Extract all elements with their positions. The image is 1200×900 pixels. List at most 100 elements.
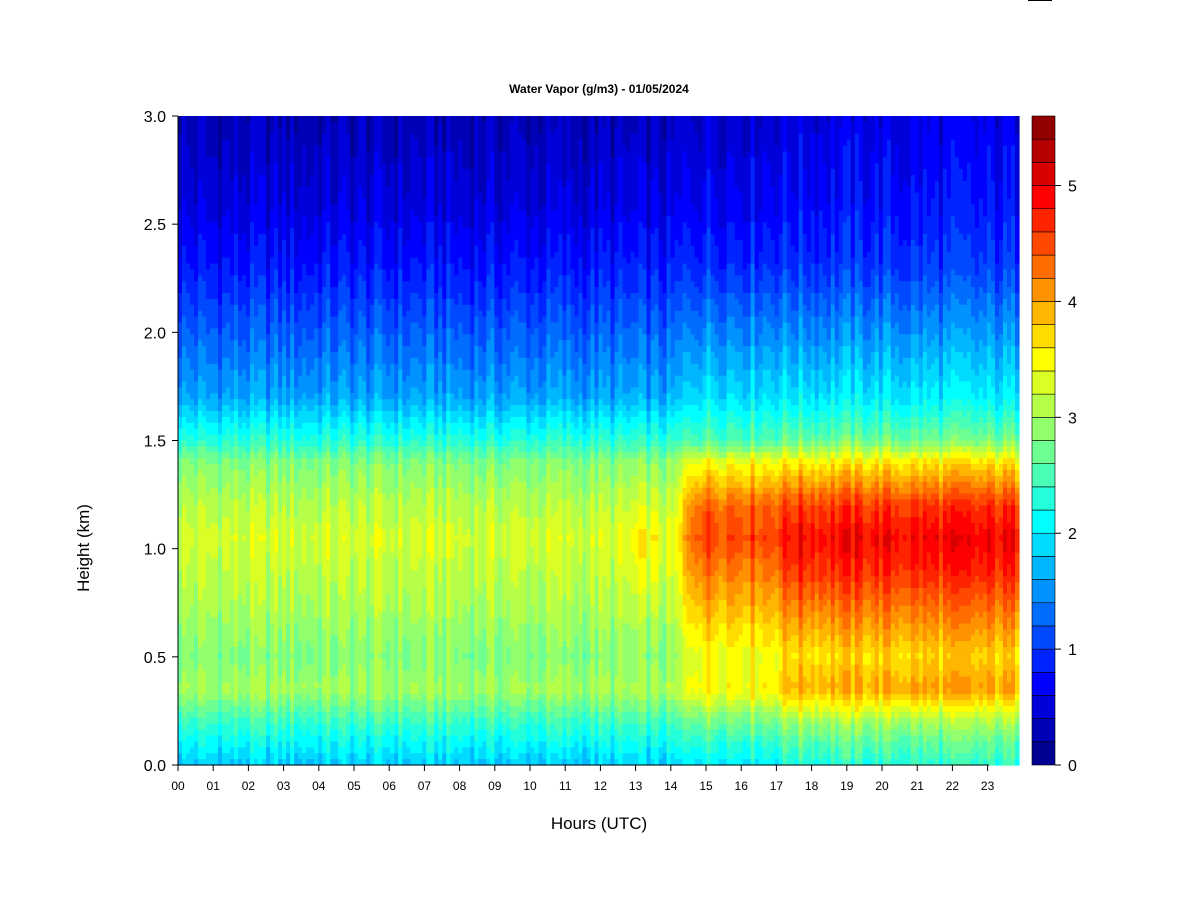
heatmap-cell <box>306 299 311 306</box>
heatmap-cell <box>294 718 299 725</box>
heatmap-cell <box>194 317 199 324</box>
heatmap-cell <box>330 458 335 465</box>
heatmap-cell <box>302 128 307 135</box>
heatmap-cell <box>194 576 199 583</box>
heatmap-cell <box>298 405 303 412</box>
heatmap-cell <box>254 470 259 477</box>
heatmap-cell <box>334 736 339 743</box>
heatmap-cell <box>250 187 255 194</box>
heatmap-cell <box>222 500 227 507</box>
heatmap-cell <box>182 387 187 394</box>
heatmap-cell <box>274 635 279 642</box>
heatmap-cell <box>198 588 203 595</box>
heatmap-cell <box>210 393 215 400</box>
heatmap-cell <box>262 753 267 760</box>
heatmap-cell <box>250 157 255 164</box>
heatmap-cell <box>250 694 255 701</box>
heatmap-cell <box>306 151 311 158</box>
heatmap-cell <box>186 653 191 660</box>
heatmap-cell <box>214 559 219 566</box>
heatmap-cell <box>182 122 187 128</box>
heatmap-cell <box>286 629 291 636</box>
heatmap-cell <box>290 452 295 459</box>
heatmap-cell <box>330 570 335 577</box>
heatmap-cell <box>202 258 207 265</box>
heatmap-cell <box>290 163 295 170</box>
heatmap-cell <box>290 269 295 276</box>
heatmap-cell <box>278 317 283 324</box>
heatmap-cell <box>326 564 331 571</box>
heatmap-cell <box>266 387 271 394</box>
heatmap-cell <box>298 677 303 684</box>
heatmap-cell <box>290 193 295 200</box>
heatmap-cell <box>274 417 279 424</box>
heatmap-cell <box>270 564 275 571</box>
heatmap-cell <box>250 163 255 170</box>
heatmap-cell <box>214 712 219 719</box>
heatmap-cell <box>186 352 191 359</box>
heatmap-cell <box>274 665 279 672</box>
heatmap-cell <box>350 470 355 477</box>
heatmap-cell <box>286 140 291 147</box>
heatmap-cell <box>218 718 223 725</box>
heatmap-cell <box>318 163 323 170</box>
heatmap-cell <box>234 718 239 725</box>
heatmap-cell <box>290 700 295 707</box>
heatmap-cell <box>258 629 263 636</box>
heatmap-cell <box>346 275 351 282</box>
heatmap-cell <box>242 665 247 672</box>
heatmap-cell <box>318 305 323 312</box>
heatmap-cell <box>278 559 283 566</box>
heatmap-cell <box>190 606 195 613</box>
heatmap-cell <box>258 417 263 424</box>
heatmap-cell <box>214 228 219 235</box>
heatmap-cell <box>318 665 323 672</box>
heatmap-cell <box>326 187 331 194</box>
heatmap-cell <box>222 588 227 595</box>
heatmap-cell <box>314 541 319 548</box>
heatmap-cell <box>234 682 239 689</box>
heatmap-cell <box>338 370 343 377</box>
heatmap-cell <box>242 694 247 701</box>
heatmap-cell <box>238 346 243 353</box>
heatmap-cell <box>354 393 359 400</box>
heatmap-cell <box>310 511 315 518</box>
heatmap-cell <box>350 429 355 436</box>
heatmap-cell <box>290 281 295 288</box>
heatmap-cell <box>182 553 187 560</box>
heatmap-cell <box>254 435 259 442</box>
heatmap-cell <box>294 134 299 141</box>
heatmap-cell <box>194 641 199 648</box>
heatmap-cell <box>186 163 191 170</box>
heatmap-cell <box>306 659 311 666</box>
heatmap-cell <box>354 370 359 377</box>
heatmap-cell <box>258 505 263 512</box>
heatmap-cell <box>354 559 359 566</box>
heatmap-cell <box>290 252 295 259</box>
heatmap-cell <box>290 494 295 501</box>
heatmap-cell <box>182 116 187 123</box>
heatmap-cell <box>302 293 307 300</box>
heatmap-cell <box>306 570 311 577</box>
heatmap-cell <box>190 323 195 330</box>
heatmap-cell <box>338 435 343 442</box>
heatmap-cell <box>258 570 263 577</box>
heatmap-cell <box>314 470 319 477</box>
heatmap-cell <box>238 482 243 489</box>
heatmap-cell <box>190 246 195 253</box>
heatmap-cell <box>298 629 303 636</box>
heatmap-cell <box>238 187 243 194</box>
heatmap-cell <box>190 618 195 625</box>
heatmap-cell <box>270 494 275 501</box>
heatmap-cell <box>350 541 355 548</box>
heatmap-cell <box>294 216 299 223</box>
heatmap-cell <box>262 140 267 147</box>
heatmap-cell <box>350 299 355 306</box>
heatmap-cell <box>342 163 347 170</box>
heatmap-cell <box>246 311 251 318</box>
heatmap-cell <box>342 441 347 448</box>
heatmap-cell <box>210 334 215 341</box>
heatmap-cell <box>226 671 231 678</box>
heatmap-cell <box>206 146 211 153</box>
heatmap-cell <box>310 163 315 170</box>
